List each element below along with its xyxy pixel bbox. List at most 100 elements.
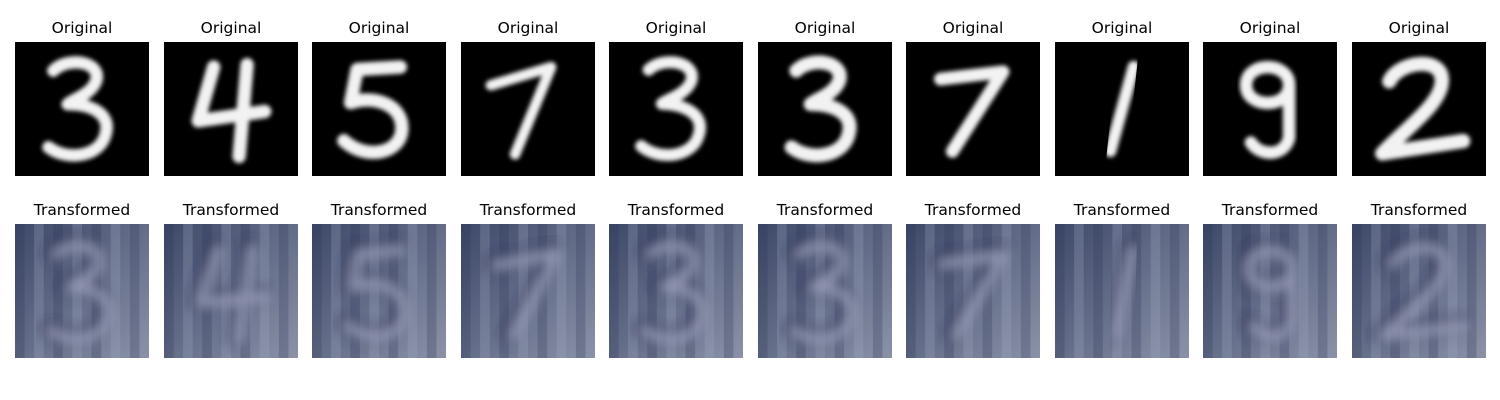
original-image-frame — [164, 42, 298, 176]
transformed-panel: Transformed — [906, 200, 1040, 360]
original-image-frame — [461, 42, 595, 176]
original-panel-title: Original — [348, 19, 410, 37]
transformed-panel-title: Transformed — [1221, 201, 1319, 219]
digit-stroke — [1104, 60, 1140, 158]
transformed-panel-title: Transformed — [924, 201, 1022, 219]
original-panel-title: Original — [497, 19, 559, 37]
digit-stroke-highlight — [640, 241, 709, 344]
original-digit-image — [906, 42, 1040, 176]
transformed-image-frame — [312, 224, 446, 358]
original-panel-title: Original — [1091, 19, 1153, 37]
transformed-panel-title: Transformed — [479, 201, 577, 219]
digit-stroke-highlight — [491, 248, 563, 342]
digit-stroke-highlight — [937, 250, 1010, 341]
original-panel: Original — [758, 18, 892, 178]
transformed-panel: Transformed — [312, 200, 446, 360]
digit-stroke — [784, 55, 857, 163]
transformed-panel-title: Transformed — [1370, 201, 1468, 219]
transformed-digit-image — [609, 224, 743, 358]
transformed-panel-title: Transformed — [776, 201, 874, 219]
original-row: Original Original Original Original Original… — [0, 18, 1500, 178]
transformed-panel-title: Transformed — [182, 201, 280, 219]
digit-stroke-highlight — [789, 241, 858, 345]
original-panel-title: Original — [942, 19, 1004, 37]
digit-stroke — [934, 65, 1010, 158]
original-panel: Original — [906, 18, 1040, 178]
original-panel-title: Original — [51, 19, 113, 37]
original-panel-title: Original — [645, 19, 707, 37]
transformed-digit-image — [1055, 224, 1189, 358]
original-panel: Original — [1203, 18, 1337, 178]
transformed-image-frame — [461, 224, 595, 358]
transformed-image-frame — [15, 224, 149, 358]
original-panel: Original — [1352, 18, 1486, 178]
original-digit-image — [1055, 42, 1189, 176]
transformed-digit-image — [312, 224, 446, 358]
digit-stroke — [1239, 60, 1296, 159]
original-image-frame — [609, 42, 743, 176]
transformed-image-frame — [1352, 224, 1486, 358]
original-digit-image — [312, 42, 446, 176]
original-digit-image — [1203, 42, 1337, 176]
original-image-frame — [15, 42, 149, 176]
transformed-image-frame — [758, 224, 892, 358]
original-digit-image — [461, 42, 595, 176]
original-panel: Original — [312, 18, 446, 178]
original-panel: Original — [15, 18, 149, 178]
original-image-frame — [1352, 42, 1486, 176]
transformed-digit-image — [164, 224, 298, 358]
transformed-image-frame — [164, 224, 298, 358]
transformed-panel: Transformed — [1055, 200, 1189, 360]
transformed-digit-image — [1352, 224, 1486, 358]
original-digit-image — [758, 42, 892, 176]
transformed-panel: Transformed — [15, 200, 149, 360]
transformed-panel: Transformed — [1352, 200, 1486, 360]
transformed-digit-image — [15, 224, 149, 358]
digit-stroke-highlight — [195, 244, 273, 346]
digit-stroke-highlight — [46, 241, 115, 345]
original-image-frame — [906, 42, 1040, 176]
transformed-panel-title: Transformed — [33, 201, 131, 219]
transformed-panel: Transformed — [1203, 200, 1337, 360]
digit-stroke — [635, 56, 706, 162]
original-digit-image — [1352, 42, 1486, 176]
digit-stroke-highlight — [343, 245, 411, 342]
original-image-frame — [312, 42, 446, 176]
digit-stroke-highlight — [1111, 245, 1139, 341]
transformed-panel: Transformed — [609, 200, 743, 360]
transformed-image-frame — [1055, 224, 1189, 358]
digit-stroke — [42, 56, 113, 162]
transformed-panel-title: Transformed — [330, 201, 428, 219]
transformed-panel: Transformed — [461, 200, 595, 360]
transformed-digit-image — [906, 224, 1040, 358]
original-image-frame — [1055, 42, 1189, 176]
original-panel: Original — [1055, 18, 1189, 178]
digit-stroke — [485, 61, 557, 160]
transformed-panel: Transformed — [758, 200, 892, 360]
transformed-panel-title: Transformed — [627, 201, 725, 219]
transformed-digit-image — [1203, 224, 1337, 358]
transformed-row: Transformed Transformed Transformed Transfo… — [0, 200, 1500, 360]
digit-stroke — [191, 57, 272, 164]
transformed-panel-title: Transformed — [1073, 201, 1171, 219]
original-digit-image — [15, 42, 149, 176]
transformed-digit-image — [461, 224, 595, 358]
digit-stroke-highlight — [1244, 246, 1297, 342]
transformed-digit-image — [758, 224, 892, 358]
original-panel-title: Original — [1388, 19, 1450, 37]
original-panel-title: Original — [794, 19, 856, 37]
original-digit-image — [609, 42, 743, 176]
transformed-image-frame — [906, 224, 1040, 358]
transformed-image-frame — [1203, 224, 1337, 358]
original-panel-title: Original — [200, 19, 262, 37]
original-panel: Original — [609, 18, 743, 178]
original-panel: Original — [461, 18, 595, 178]
original-image-frame — [1203, 42, 1337, 176]
transformed-image-frame — [609, 224, 743, 358]
digit-stroke-highlight — [1379, 243, 1471, 342]
digit-stroke — [337, 60, 409, 160]
transformed-panel: Transformed — [164, 200, 298, 360]
original-image-frame — [758, 42, 892, 176]
original-digit-image — [164, 42, 298, 176]
original-panel: Original — [164, 18, 298, 178]
